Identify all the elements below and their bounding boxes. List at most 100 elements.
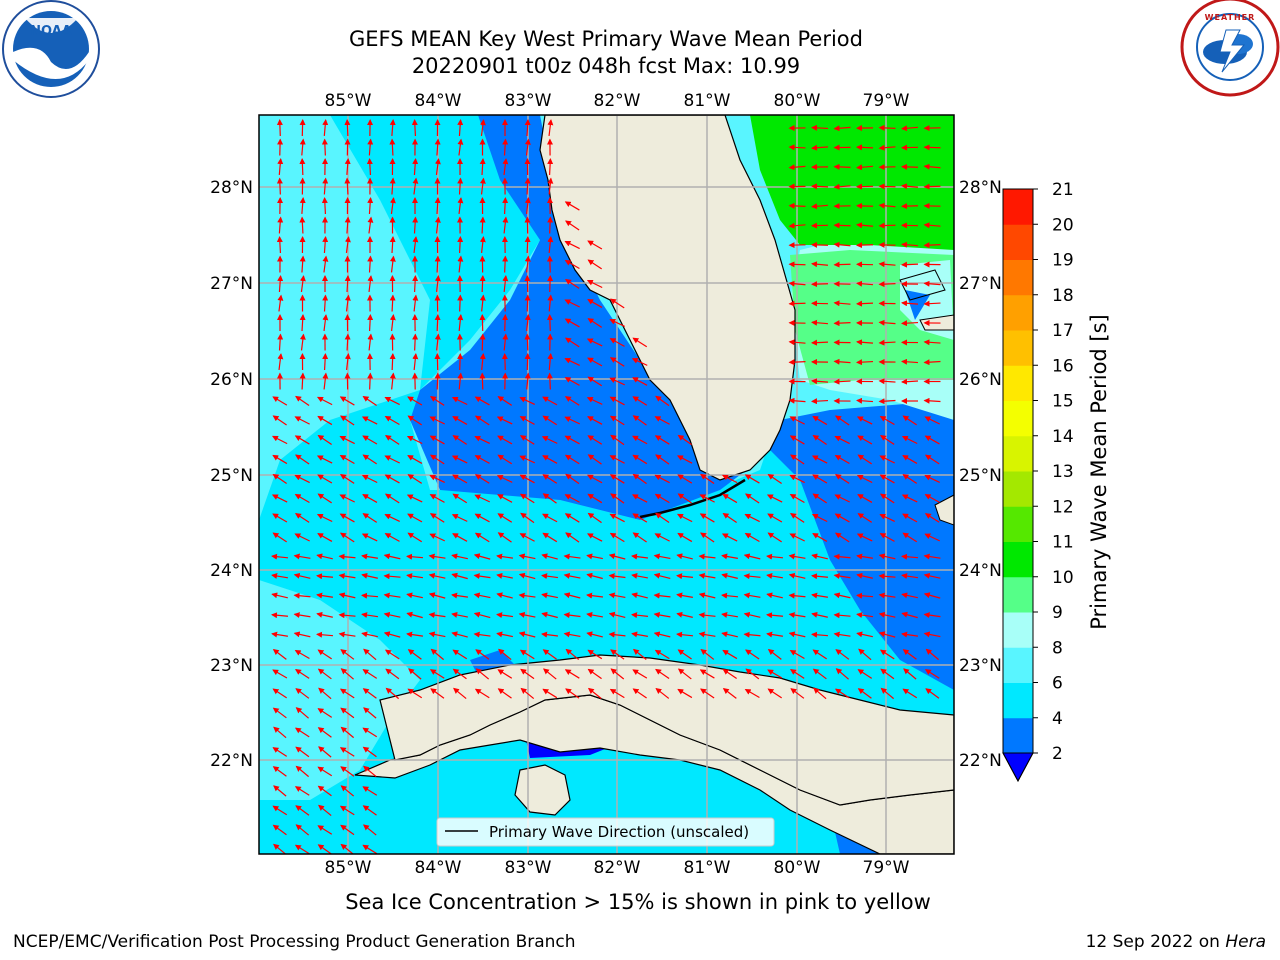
wave-arrow (811, 631, 829, 638)
wave-arrow (524, 138, 531, 156)
wave-arrow (412, 353, 419, 371)
wave-arrow (361, 474, 378, 484)
wave-arrow (563, 572, 581, 579)
wave-arrow (878, 378, 896, 385)
wave-arrow (609, 513, 625, 523)
credit-date: 12 Sep 2022 on (1085, 932, 1220, 952)
wave-arrow (546, 314, 553, 332)
wave-arrow (811, 455, 828, 464)
wave-arrow (362, 435, 378, 445)
wave-arrow (924, 454, 940, 465)
wave-arrow (520, 512, 535, 524)
wave-arrow (294, 533, 310, 542)
wave-arrow (406, 553, 424, 560)
wave-arrow (564, 416, 581, 425)
wave-arrow (271, 494, 288, 503)
wave-arrow (362, 844, 378, 854)
wave-arrow (384, 514, 400, 522)
wave-arrow (271, 553, 289, 560)
wave-arrow (430, 688, 445, 699)
colorbar-segment (1003, 647, 1033, 683)
wave-arrow (362, 786, 378, 796)
wave-arrow (586, 553, 603, 560)
wave-arrow (767, 513, 783, 523)
wave-arrow (856, 631, 873, 638)
wave-arrow (317, 844, 332, 854)
wave-arrow (654, 649, 670, 660)
wave-arrow (721, 631, 738, 638)
wave-arrow (340, 824, 355, 836)
wave-arrow (547, 216, 554, 234)
wave-arrow (430, 648, 445, 661)
wave-arrow (344, 333, 351, 351)
wave-arrow (857, 494, 873, 503)
wave-arrow (901, 241, 919, 248)
wave-arrow (700, 473, 715, 485)
wave-arrow (273, 785, 287, 797)
wave-arrow (699, 513, 715, 523)
wave-arrow (457, 294, 464, 312)
wave-arrow (277, 333, 284, 351)
wave-arrow (901, 573, 919, 580)
wave-arrow (524, 177, 531, 195)
wave-arrow (502, 275, 509, 293)
wave-arrow (744, 513, 760, 523)
wave-arrow (519, 493, 535, 504)
wave-arrow (632, 532, 647, 543)
wave-arrow (833, 631, 851, 638)
wave-arrow (429, 435, 445, 445)
wave-arrow (609, 415, 625, 426)
wave-arrow (389, 236, 396, 254)
wave-arrow (811, 553, 828, 560)
wave-arrow (429, 533, 446, 542)
wave-arrow (361, 572, 378, 579)
wave-arrow (474, 532, 490, 543)
wave-arrow (542, 415, 558, 426)
wave-arrow (834, 513, 850, 523)
lat-label-right: 22°N (959, 751, 1002, 771)
wave-arrow (833, 358, 851, 365)
wave-arrow (833, 222, 851, 229)
lon-label-bottom: 83°W (505, 858, 552, 878)
wave-arrow (856, 612, 874, 619)
colorbar-segment (1003, 224, 1033, 260)
wave-arrow (609, 396, 625, 406)
wave-arrow (811, 124, 829, 131)
wave-arrow (524, 236, 531, 254)
wave-arrow (322, 353, 329, 371)
wave-arrow (632, 494, 648, 503)
wave-arrow (434, 314, 441, 332)
wave-arrow (767, 532, 783, 543)
wave-arrow (925, 688, 940, 699)
colorbar-under-extension (1002, 752, 1034, 783)
wave-arrow (429, 396, 445, 406)
wave-arrow (384, 415, 400, 426)
wave-arrow (542, 474, 558, 484)
wave-arrow (878, 398, 896, 405)
wave-arrow (878, 611, 896, 618)
wave-arrow (857, 435, 873, 445)
wave-arrow (608, 553, 626, 560)
wave-arrow (407, 649, 422, 660)
wave-arrow (903, 668, 917, 680)
wave-arrow (609, 319, 625, 327)
wave-arrow (833, 378, 851, 385)
wave-arrow (587, 240, 603, 250)
colorbar-segment (1003, 682, 1033, 719)
wave-arrow (834, 494, 850, 503)
wave-arrow (497, 513, 513, 523)
wave-arrow (272, 707, 287, 719)
wave-arrow (496, 553, 514, 560)
wave-arrow (361, 631, 378, 638)
wave-arrow (340, 726, 355, 739)
wave-arrow (788, 222, 806, 229)
wave-arrow (322, 177, 329, 195)
wave-arrow (564, 454, 580, 465)
wave-arrow (789, 474, 805, 484)
wave-arrow (272, 513, 288, 523)
wave-arrow (384, 474, 400, 484)
wave-arrow (586, 279, 603, 289)
wave-arrow (677, 668, 692, 680)
colorbar-segment (1003, 259, 1033, 296)
